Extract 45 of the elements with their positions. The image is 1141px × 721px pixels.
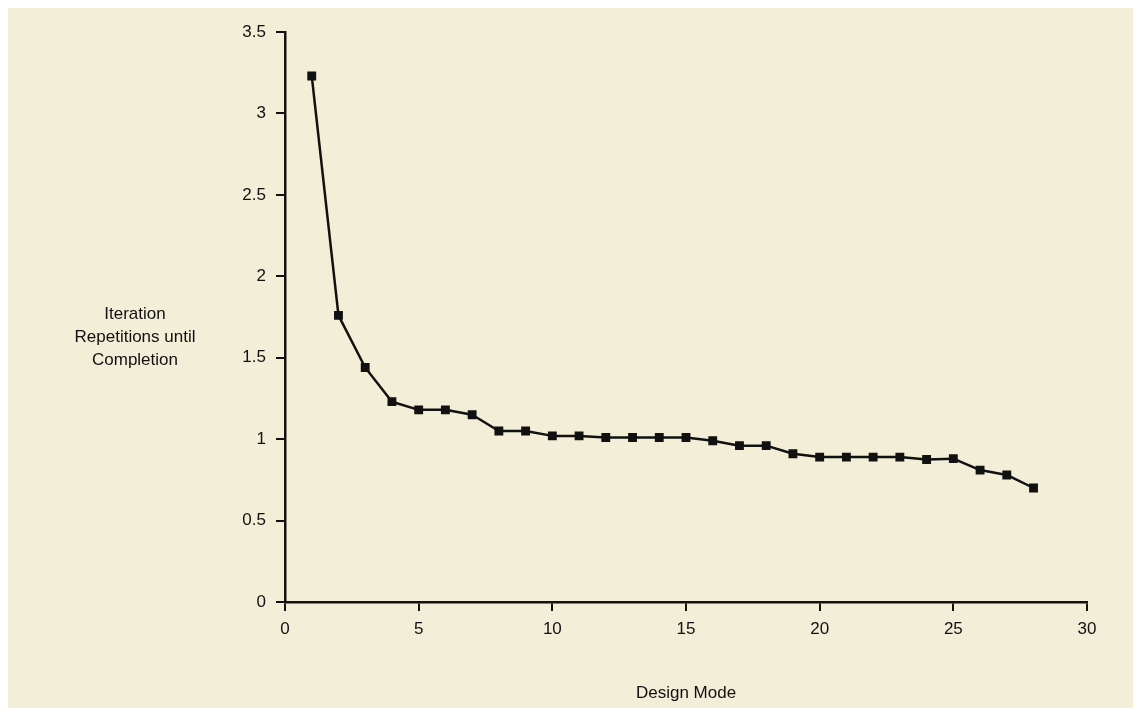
y-tick-label: 0.5 (242, 510, 266, 530)
point (841, 452, 851, 462)
point (895, 452, 905, 462)
point (1029, 483, 1038, 493)
point (708, 436, 718, 446)
point (815, 452, 825, 462)
point (975, 465, 985, 475)
point (922, 455, 932, 464)
x-tick-label: 30 (1077, 618, 1097, 638)
y-tick-label: 1 (256, 428, 266, 448)
point (868, 452, 878, 462)
point (360, 363, 370, 372)
x-tick-label: 25 (943, 618, 963, 638)
x-tick-label: 10 (542, 618, 562, 638)
point (761, 441, 771, 451)
x-tick-label: 5 (413, 618, 424, 638)
point (547, 431, 557, 441)
point (467, 410, 477, 420)
point (628, 433, 637, 442)
y-tick-label: 3.5 (242, 21, 266, 41)
point (735, 441, 744, 451)
point (681, 433, 691, 442)
point (494, 426, 504, 436)
point (1002, 470, 1012, 480)
y-tick-label: 0 (256, 591, 266, 611)
point (440, 405, 450, 415)
x-tick-label: 0 (280, 618, 290, 638)
point (414, 405, 424, 415)
point (601, 433, 611, 442)
y-tick-label: 3 (256, 103, 266, 123)
x-axis-title: Design Mode (635, 683, 737, 703)
y-axis-title: Iteration Repetitions until Completion (74, 303, 196, 369)
point (654, 433, 664, 442)
x-tick-label: 20 (810, 618, 830, 638)
point (387, 397, 397, 407)
point (574, 431, 584, 441)
point (521, 426, 531, 436)
x-tick-label: 15 (676, 618, 696, 638)
point (948, 454, 958, 464)
y-tick-label: 2.5 (242, 184, 266, 204)
point (307, 71, 317, 81)
point (788, 449, 798, 459)
y-tick-label: 2 (256, 265, 266, 285)
y-tick-label: 1.5 (242, 347, 266, 367)
point (334, 310, 343, 320)
